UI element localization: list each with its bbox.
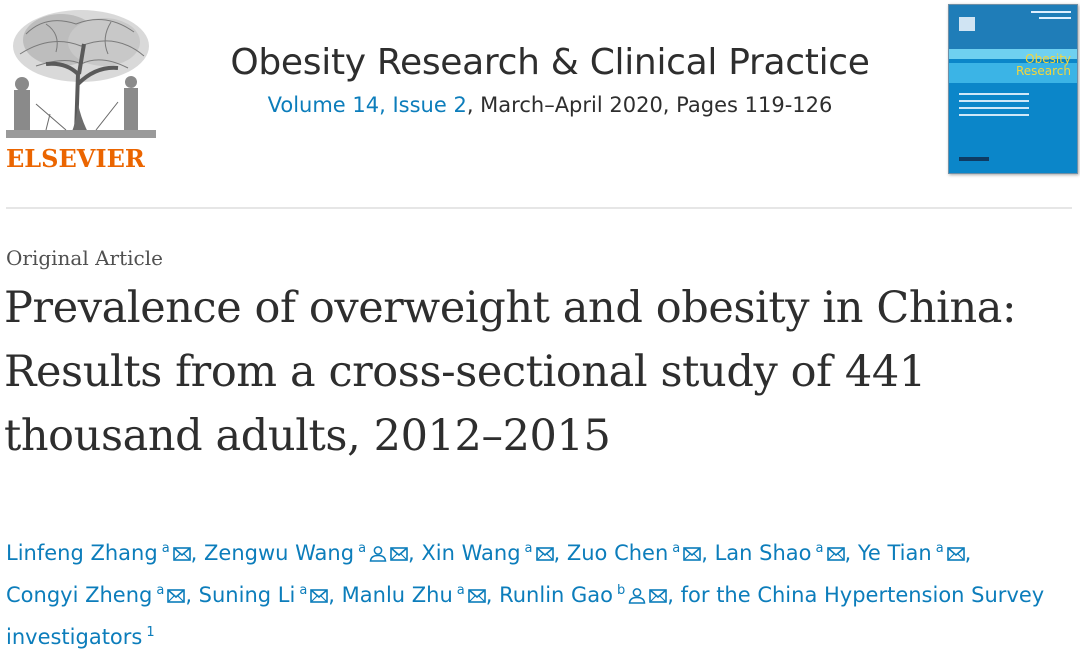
affiliation-marker[interactable]: a bbox=[524, 541, 533, 556]
elsevier-tree-icon bbox=[6, 4, 156, 140]
article-type-label: Original Article bbox=[6, 246, 163, 270]
cover-logo-mark bbox=[959, 17, 975, 31]
author-separator: , bbox=[701, 541, 715, 565]
author-separator: , bbox=[408, 541, 422, 565]
author-separator: , bbox=[328, 583, 342, 607]
affiliation-marker[interactable]: a bbox=[935, 541, 944, 556]
email-icon[interactable] bbox=[946, 547, 965, 561]
cover-text-line bbox=[1031, 11, 1071, 13]
author-separator: , bbox=[185, 583, 199, 607]
author-link[interactable]: Ye Tian a bbox=[858, 541, 965, 565]
author-separator: , bbox=[844, 541, 858, 565]
author-separator: , bbox=[190, 541, 205, 565]
author-name: Linfeng Zhang bbox=[6, 541, 158, 565]
affiliation-marker[interactable]: a bbox=[672, 541, 681, 556]
author-link[interactable]: Manlu Zhu a bbox=[342, 583, 486, 607]
email-icon[interactable] bbox=[310, 589, 329, 603]
author-separator: , bbox=[964, 541, 972, 565]
author-link[interactable]: Linfeng Zhang a bbox=[6, 541, 191, 565]
footnote-marker[interactable]: 1 bbox=[146, 625, 155, 640]
author-link[interactable]: Lan Shao a bbox=[715, 541, 845, 565]
email-icon[interactable] bbox=[467, 589, 486, 603]
author-name: Lan Shao bbox=[714, 541, 812, 565]
affiliation-marker[interactable]: a bbox=[815, 541, 824, 556]
journal-header: Obesity Research & Clinical Practice Vol… bbox=[170, 42, 930, 117]
author-name: Congyi Zheng bbox=[6, 583, 153, 607]
group-author-link[interactable]: for the China Hypertension Survey invest… bbox=[6, 583, 1044, 649]
author-name: Runlin Gao bbox=[499, 583, 614, 607]
email-icon[interactable] bbox=[390, 547, 408, 561]
email-icon[interactable] bbox=[167, 589, 186, 603]
person-icon[interactable] bbox=[369, 546, 387, 562]
affiliation-marker[interactable]: b bbox=[617, 583, 626, 598]
author-link[interactable]: Zengwu Wang a bbox=[204, 541, 408, 565]
affiliation-marker[interactable]: a bbox=[456, 583, 465, 598]
author-link[interactable]: Xin Wang a bbox=[421, 541, 554, 565]
email-icon[interactable] bbox=[172, 547, 191, 561]
affiliation-marker[interactable]: a bbox=[161, 541, 170, 556]
author-name: Zengwu Wang bbox=[204, 541, 355, 565]
journal-cover-thumbnail[interactable]: Obesity Research bbox=[948, 4, 1078, 174]
affiliation-marker[interactable]: a bbox=[299, 583, 308, 598]
author-name: Ye Tian bbox=[857, 541, 932, 565]
person-icon[interactable] bbox=[628, 588, 646, 604]
email-icon[interactable] bbox=[535, 547, 554, 561]
author-name: Zuo Chen bbox=[566, 541, 669, 565]
elsevier-logo[interactable]: ELSEVIER bbox=[6, 4, 156, 174]
author-separator: , bbox=[667, 583, 681, 607]
author-link[interactable]: Suning Li a bbox=[199, 583, 329, 607]
author-link[interactable]: Zuo Chen a bbox=[566, 541, 702, 565]
cover-text-block bbox=[959, 93, 1029, 121]
author-name: Xin Wang bbox=[421, 541, 521, 565]
author-name: Manlu Zhu bbox=[341, 583, 453, 607]
volume-issue-link[interactable]: Volume 14, Issue 2 bbox=[267, 93, 467, 117]
journal-issue-info: Volume 14, Issue 2, March–April 2020, Pa… bbox=[170, 93, 930, 117]
issue-details: , March–April 2020, Pages 119-126 bbox=[466, 93, 833, 117]
author-name: Suning Li bbox=[198, 583, 296, 607]
author-link[interactable]: Runlin Gao b bbox=[499, 583, 668, 607]
affiliation-marker[interactable]: a bbox=[156, 583, 165, 598]
affiliation-marker[interactable]: a bbox=[358, 541, 367, 556]
email-icon[interactable] bbox=[683, 547, 702, 561]
cover-accent-band bbox=[949, 49, 1077, 59]
author-link[interactable]: Congyi Zheng a bbox=[6, 583, 186, 607]
header-divider bbox=[6, 207, 1072, 209]
cover-footer-mark bbox=[959, 157, 989, 161]
author-separator: , bbox=[485, 583, 500, 607]
article-title: Prevalence of overweight and obesity in … bbox=[4, 283, 1017, 461]
email-icon[interactable] bbox=[826, 547, 845, 561]
group-author-name: for the China Hypertension Survey invest… bbox=[6, 583, 1045, 649]
email-icon[interactable] bbox=[649, 589, 668, 603]
cover-text-line bbox=[1039, 17, 1071, 19]
cover-title: Obesity Research bbox=[1015, 52, 1071, 78]
elsevier-wordmark: ELSEVIER bbox=[6, 144, 145, 173]
journal-title-link[interactable]: Obesity Research & Clinical Practice bbox=[230, 42, 870, 83]
author-list: Linfeng Zhang a, Zengwu Wang a, Xin Wang a,… bbox=[6, 530, 1076, 656]
author-separator: , bbox=[553, 541, 567, 565]
cover-accent-band bbox=[949, 63, 1077, 83]
